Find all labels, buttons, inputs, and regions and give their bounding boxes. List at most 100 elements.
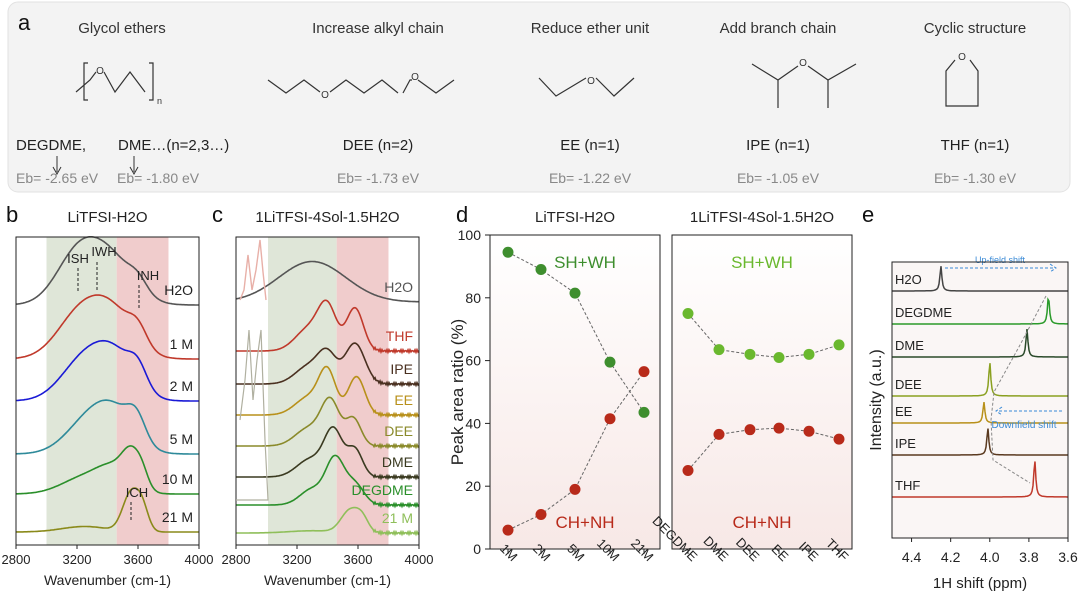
spectrum-line bbox=[236, 365, 420, 419]
binding-energy: Eb= -1.30 eV bbox=[934, 170, 1017, 186]
x-tick-label: 3.6 bbox=[1058, 549, 1078, 565]
series-label: THF bbox=[895, 478, 920, 493]
series-label: DEGDME bbox=[895, 305, 952, 320]
nmr-spectrum bbox=[892, 461, 1068, 498]
data-point bbox=[502, 246, 514, 258]
data-point bbox=[535, 264, 547, 276]
spectrum-line bbox=[236, 299, 420, 355]
glycol-ether-structure bbox=[75, 62, 154, 101]
x-axis-label: Wavenumber (cm-1) bbox=[264, 572, 391, 588]
downfield-label: Downfield shift bbox=[991, 420, 1056, 431]
binding-energy: Eb= -2.65 eV bbox=[16, 170, 99, 186]
binding-energy: Eb= -1.73 eV bbox=[337, 170, 420, 186]
nmr-spectrum bbox=[892, 329, 1068, 358]
repeat-n: n bbox=[157, 96, 162, 106]
x-tick-label: 4.2 bbox=[941, 549, 961, 565]
nmr-spectrum bbox=[892, 402, 1068, 424]
data-point bbox=[682, 308, 694, 319]
ipe-structure bbox=[751, 63, 857, 108]
spectrum-line bbox=[236, 396, 420, 450]
data-point bbox=[744, 348, 756, 360]
oxygen-atom: O bbox=[587, 76, 595, 87]
data-point bbox=[713, 344, 725, 356]
data-point bbox=[535, 508, 547, 520]
series-label: 10 M bbox=[162, 471, 193, 487]
spectrum-line bbox=[16, 339, 199, 402]
series-label: DEGDME bbox=[352, 482, 413, 498]
downfield-arrow-icon bbox=[995, 406, 1062, 416]
data-point bbox=[833, 339, 845, 351]
series-label: IPE bbox=[895, 436, 916, 451]
nmr-spectrum bbox=[892, 266, 1068, 292]
series-connector bbox=[507, 371, 645, 531]
series-label: CH+NH bbox=[732, 513, 791, 532]
y-tick-label: 40 bbox=[465, 415, 481, 431]
dee-structure bbox=[267, 79, 455, 94]
spectrum-line bbox=[236, 506, 420, 537]
x-axis-label: Wavenumber (cm-1) bbox=[44, 572, 171, 588]
subplot-title: 1LiTFSI-4Sol-1.5H2O bbox=[690, 209, 834, 226]
binding-energy: Eb= -1.22 eV bbox=[549, 170, 632, 186]
series-label: DEE bbox=[895, 377, 922, 392]
nmr-spectrum bbox=[892, 363, 1068, 397]
series-label: 1 M bbox=[170, 336, 193, 352]
panel-title: LiTFSI-H2O bbox=[67, 209, 147, 226]
panel-title: 1LiTFSI-4Sol-1.5H2O bbox=[255, 209, 399, 226]
molecule-name: DME…(n=2,3…) bbox=[118, 137, 229, 154]
binding-energy: Eb= -1.05 eV bbox=[737, 170, 820, 186]
peak-annotation: ICH bbox=[126, 485, 148, 500]
x-tick-label: 3600 bbox=[344, 552, 373, 567]
panel-a-background bbox=[7, 1, 1071, 193]
nmr-spectrum bbox=[892, 297, 1068, 325]
series-label: EE bbox=[394, 392, 413, 408]
x-tick-label: 2800 bbox=[2, 552, 31, 567]
molecule-name: IPE (n=1) bbox=[746, 137, 810, 154]
panel-label-a: a bbox=[18, 10, 31, 35]
series-label: EE bbox=[895, 404, 913, 419]
data-point bbox=[502, 524, 514, 536]
spectrum-line bbox=[16, 399, 199, 455]
plot-background bbox=[892, 262, 1068, 538]
wavenumber-band bbox=[46, 237, 117, 545]
y-tick-label: 20 bbox=[465, 478, 481, 494]
series-label: SH+WH bbox=[554, 253, 616, 272]
data-point bbox=[682, 465, 694, 476]
peak-annotation: IWH bbox=[91, 244, 116, 259]
series-label: H2O bbox=[164, 282, 193, 298]
y-tick-label: 60 bbox=[465, 353, 481, 369]
up-field-label: Up-field shift bbox=[975, 255, 1026, 265]
x-tick-label: 3600 bbox=[124, 552, 153, 567]
series-label: CH+NH bbox=[555, 513, 614, 532]
data-point bbox=[569, 287, 581, 299]
y-tick-label: 100 bbox=[458, 227, 482, 243]
series-label: THF bbox=[386, 328, 413, 344]
oxygen-atom: O bbox=[321, 90, 329, 101]
wavenumber-band bbox=[268, 237, 337, 545]
series-label: 2 M bbox=[170, 378, 193, 394]
solvent-ch-peaks bbox=[236, 329, 269, 501]
spectrum-line bbox=[16, 487, 199, 533]
molecule-name: DEE (n=2) bbox=[343, 137, 413, 154]
ee-structure bbox=[538, 77, 635, 97]
y-axis-label: Peak area ratio (%) bbox=[448, 319, 467, 465]
panel-label-c: c bbox=[212, 202, 223, 227]
x-tick-label: 3200 bbox=[283, 552, 312, 567]
oxygen-atom: O bbox=[799, 58, 807, 69]
column-heading: Increase alkyl chain bbox=[312, 20, 444, 37]
data-point bbox=[604, 413, 616, 425]
oxygen-atom: O bbox=[96, 66, 104, 77]
x-tick-label: 4000 bbox=[405, 552, 434, 567]
binding-energy: Eb= -1.80 eV bbox=[117, 170, 200, 186]
data-point bbox=[604, 356, 616, 368]
panel-label-b: b bbox=[6, 202, 18, 227]
molecule-name: DEGDME, bbox=[16, 137, 86, 154]
molecule-name: EE (n=1) bbox=[560, 137, 620, 154]
series-label: 21 M bbox=[162, 509, 193, 525]
spectrum-line bbox=[235, 260, 419, 303]
series-label: IPE bbox=[390, 361, 413, 377]
oxygen-atom: O bbox=[411, 72, 419, 83]
plot-frame bbox=[891, 261, 1069, 539]
data-point bbox=[803, 425, 815, 437]
up-field-arrow-icon bbox=[945, 263, 1057, 273]
